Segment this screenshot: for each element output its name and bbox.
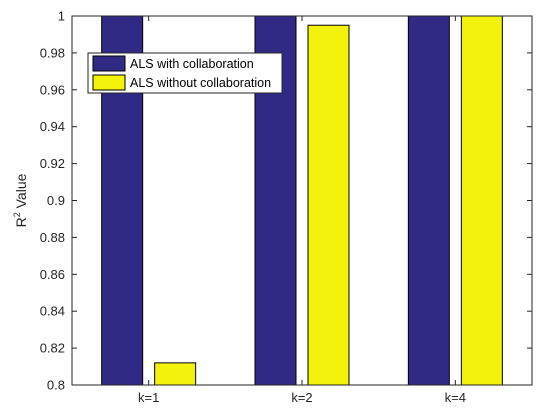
legend-swatch-without-collaboration bbox=[92, 74, 126, 91]
y-tick-label: 0.98 bbox=[40, 45, 65, 60]
bar-without-collaboration-k=4 bbox=[460, 16, 503, 385]
x-tick-label-k=4: k=4 bbox=[445, 390, 466, 405]
bar-with-collaboration-k=4 bbox=[407, 16, 450, 385]
y-tick-label: 0.8 bbox=[47, 378, 65, 393]
legend-label-without-collaboration: ALS without collaboration bbox=[130, 76, 271, 90]
legend-swatch-with-collaboration bbox=[92, 55, 126, 72]
legend-label-with-collaboration: ALS with collaboration bbox=[130, 57, 254, 71]
y-axis-title-main: R bbox=[13, 217, 29, 227]
y-tick-label: 0.82 bbox=[40, 341, 65, 356]
y-tick-label: 0.92 bbox=[40, 156, 65, 171]
y-axis-title: R2 Value bbox=[12, 173, 29, 227]
y-tick-label: 1 bbox=[58, 9, 65, 24]
y-tick-label: 0.88 bbox=[40, 230, 65, 245]
bar-without-collaboration-k=2 bbox=[307, 24, 350, 385]
y-tick-label: 0.94 bbox=[40, 119, 65, 134]
legend: ALS with collaboration ALS without colla… bbox=[87, 52, 283, 94]
y-axis-title-rest: Value bbox=[13, 173, 29, 212]
x-tick-label-k=1: k=1 bbox=[138, 390, 159, 405]
bar-without-collaboration-k=1 bbox=[154, 362, 197, 385]
x-axis: k=1 k=2 k=4 bbox=[138, 16, 466, 405]
y-tick-label: 0.84 bbox=[40, 304, 65, 319]
x-tick-label-k=2: k=2 bbox=[291, 390, 312, 405]
y-tick-label: 0.9 bbox=[47, 193, 65, 208]
y-tick-label: 0.86 bbox=[40, 267, 65, 282]
y-axis: 0.8 0.82 0.84 0.86 0.88 0.9 0.92 0.94 0.96 0.98 1 bbox=[40, 9, 532, 393]
y-axis-title-superscript: 2 bbox=[12, 212, 22, 217]
y-tick-label: 0.96 bbox=[40, 82, 65, 97]
